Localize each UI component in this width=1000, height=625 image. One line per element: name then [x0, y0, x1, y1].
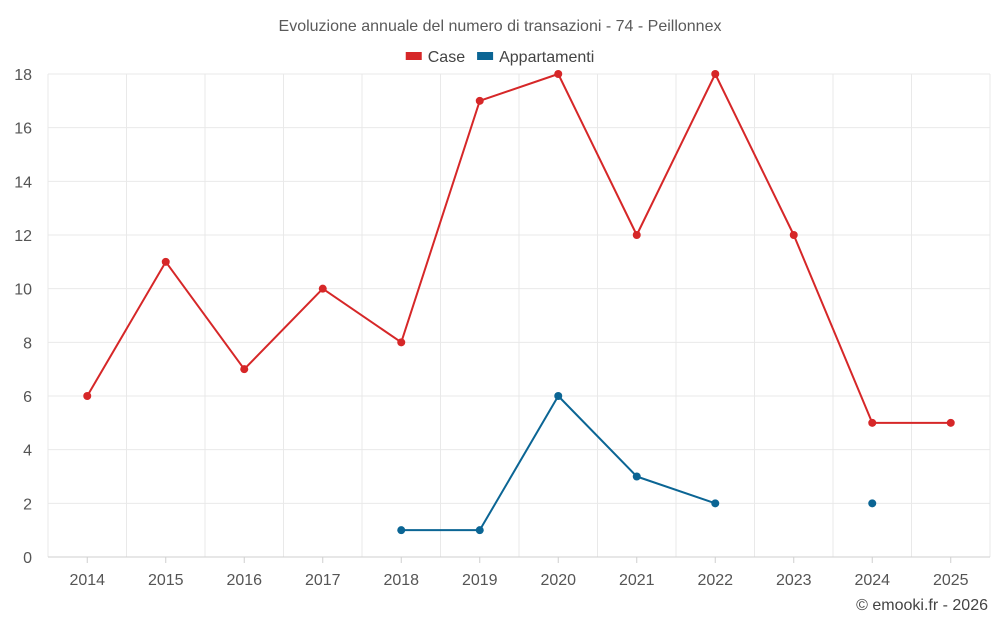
- series-case: [83, 70, 955, 427]
- chart-title: Evoluzione annuale del numero di transaz…: [279, 18, 722, 35]
- y-axis: 0 2 4 6 8 10 12 14 16 18: [14, 67, 32, 567]
- data-point-appartamenti: [632, 472, 641, 481]
- data-point-case: [789, 231, 798, 239]
- series-line-case: [86, 73, 951, 424]
- x-tick-label: 2022: [697, 572, 733, 589]
- y-tick-label: 16: [14, 121, 32, 138]
- legend-label: Case: [428, 49, 465, 66]
- x-tick-label: 2023: [776, 572, 812, 589]
- legend-item-case: Case: [405, 49, 465, 66]
- data-point-case: [318, 284, 327, 293]
- x-tick-label: 2020: [540, 572, 576, 589]
- data-point-case: [554, 70, 563, 78]
- data-point-appartamenti: [868, 499, 877, 508]
- x-tick-label: 2017: [305, 572, 341, 589]
- data-point-case: [475, 96, 484, 105]
- legend-swatch: [477, 52, 494, 60]
- y-tick-label: 0: [23, 550, 32, 567]
- data-point-appartamenti: [475, 526, 484, 535]
- series-line-appartamenti: [401, 395, 716, 532]
- grid: [47, 73, 991, 557]
- data-point-case: [161, 257, 170, 266]
- y-tick-label: 10: [14, 282, 32, 299]
- x-tick-label: 2019: [462, 572, 498, 589]
- x-axis: 2014 2015 2016 2017 2018 2019 2020 2021 2022 2023…: [48, 556, 990, 589]
- x-tick-label: 2025: [933, 572, 969, 589]
- x-tick-label: 2014: [69, 572, 105, 589]
- y-tick-label: 2: [23, 496, 32, 513]
- y-tick-label: 8: [23, 335, 32, 352]
- data-point-case: [83, 392, 92, 400]
- x-tick-label: 2021: [619, 572, 655, 589]
- data-point-appartamenti: [711, 499, 720, 508]
- series-layer: [83, 70, 955, 535]
- legend-swatch: [405, 52, 422, 60]
- credit-text: © emooki.fr - 2026: [856, 597, 988, 614]
- y-tick-label: 12: [14, 228, 32, 245]
- legend-item-appartamenti: Appartamenti: [477, 49, 594, 66]
- y-tick-label: 4: [23, 443, 32, 460]
- y-tick-label: 18: [14, 67, 32, 84]
- x-tick-label: 2018: [383, 572, 419, 589]
- data-point-appartamenti: [554, 392, 563, 400]
- data-point-appartamenti: [397, 526, 406, 535]
- data-point-case: [868, 418, 877, 427]
- y-tick-label: 6: [23, 389, 32, 406]
- data-point-case: [946, 418, 955, 427]
- legend: Case Appartamenti: [405, 49, 594, 66]
- x-tick-label: 2016: [226, 572, 262, 589]
- series-appartamenti: [397, 392, 877, 535]
- data-point-case: [397, 338, 406, 347]
- data-point-case: [632, 231, 641, 239]
- x-tick-label: 2015: [148, 572, 184, 589]
- y-tick-label: 14: [14, 174, 32, 191]
- data-point-case: [711, 70, 720, 78]
- x-tick-label: 2024: [854, 572, 890, 589]
- data-point-case: [240, 365, 249, 374]
- legend-label: Appartamenti: [499, 49, 594, 66]
